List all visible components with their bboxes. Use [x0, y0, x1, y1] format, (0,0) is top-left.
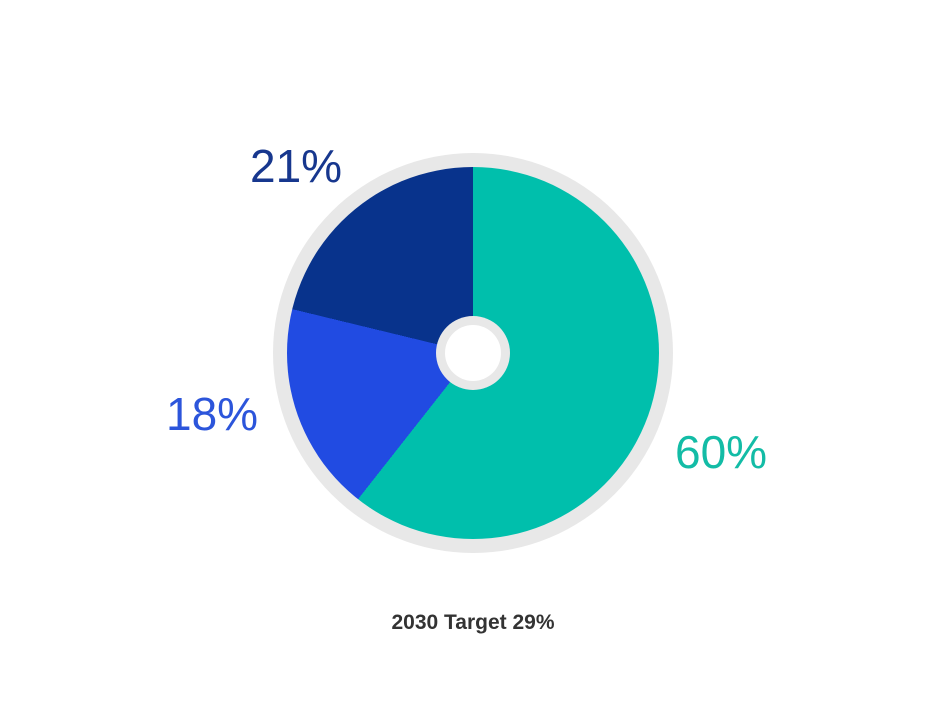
donut-outer-ring	[273, 153, 673, 553]
donut-hole	[445, 325, 501, 381]
slice-label-18-percent: 18%	[166, 388, 259, 440]
slice-label-60-percent: 60%	[675, 426, 768, 478]
chart-caption: 2030 Target 29%	[391, 611, 555, 634]
slice-label-21-percent: 21%	[250, 140, 343, 192]
